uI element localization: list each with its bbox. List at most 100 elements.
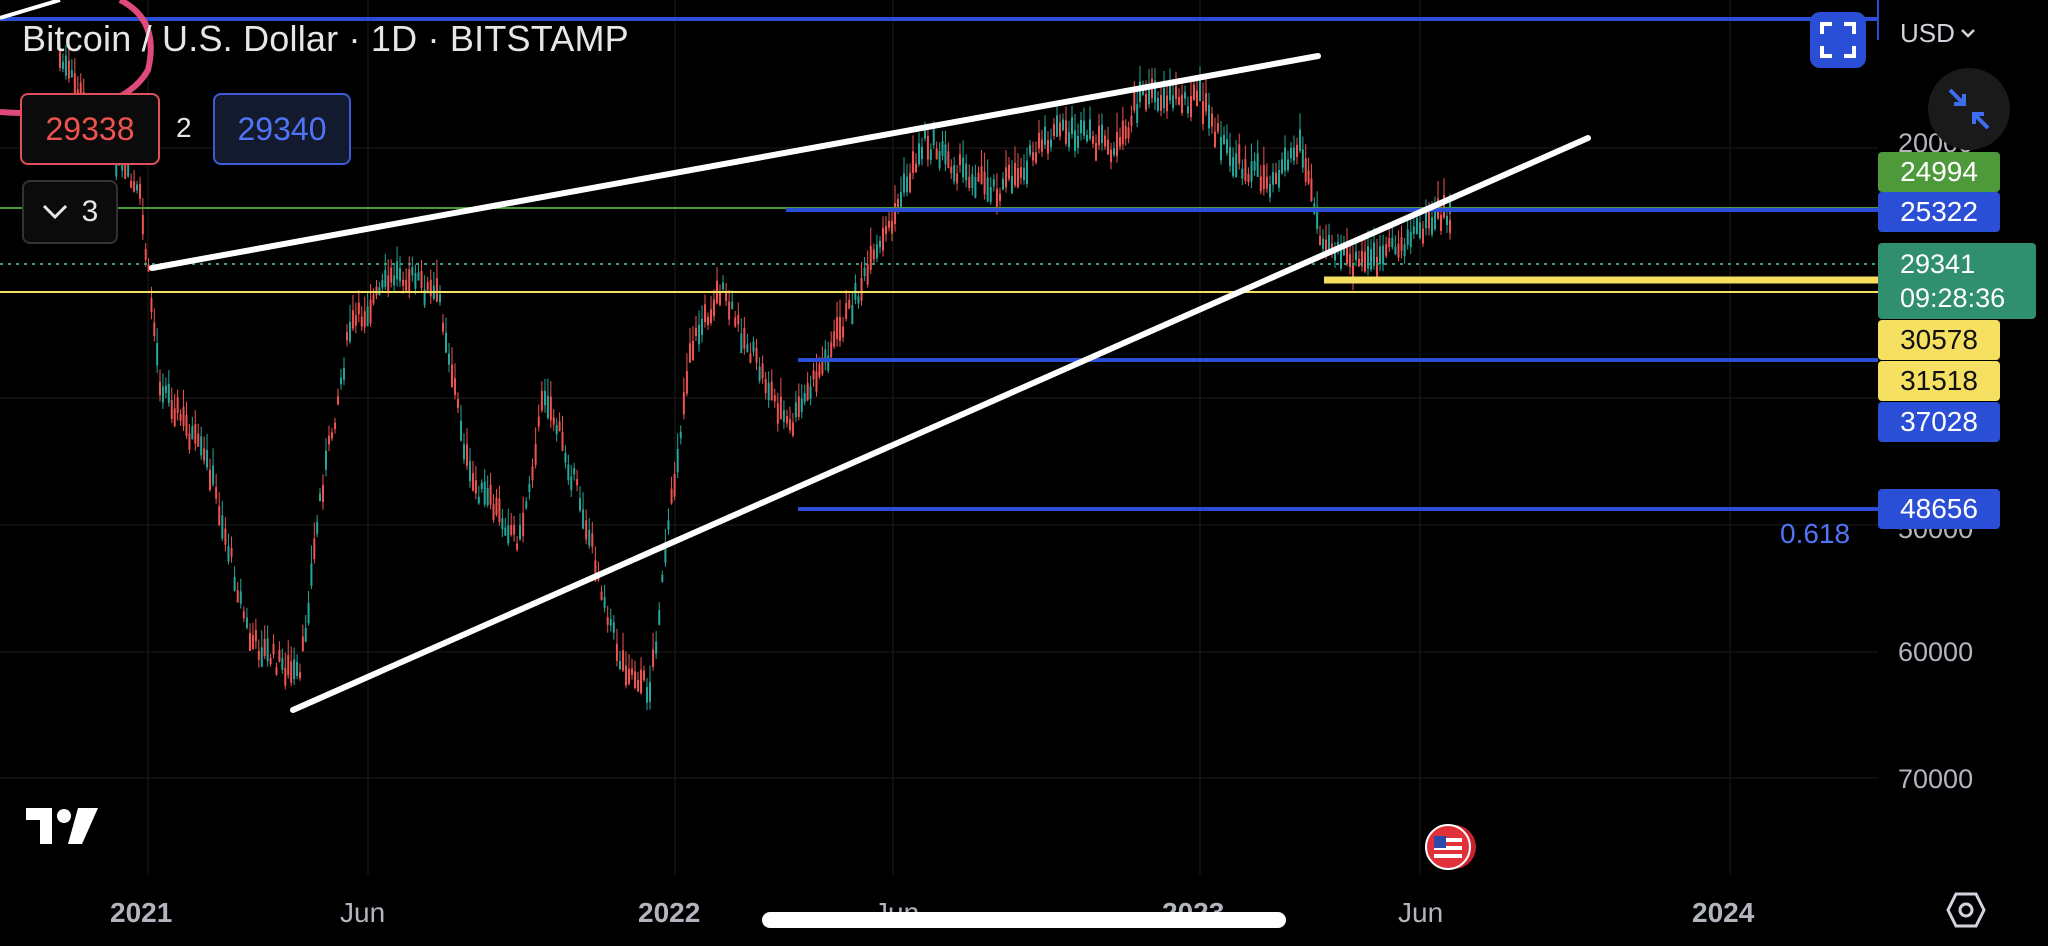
candle-body xyxy=(516,543,519,550)
candle-body xyxy=(872,249,875,260)
candle-body xyxy=(1026,160,1028,184)
candle-body xyxy=(579,498,581,511)
candle-body xyxy=(1229,147,1231,166)
candle-body xyxy=(558,421,561,432)
economic-event-flag-icon[interactable] xyxy=(1424,822,1478,872)
candle-body xyxy=(489,484,492,505)
candle-body xyxy=(1373,242,1375,266)
candle-body xyxy=(1014,162,1016,186)
candle-body xyxy=(1382,245,1385,265)
corner-trend-line xyxy=(0,0,61,20)
candle-body xyxy=(1346,241,1348,265)
indicators-toggle-button[interactable]: 3 xyxy=(22,180,118,244)
settings-icon[interactable] xyxy=(1946,892,1986,928)
candle-body xyxy=(227,546,230,562)
candle-body xyxy=(534,444,537,465)
candle-body xyxy=(1367,246,1369,269)
candle-body xyxy=(1041,139,1043,152)
candle-body xyxy=(1110,149,1112,163)
candle-body xyxy=(304,628,307,642)
candle-body xyxy=(1187,106,1189,113)
candle-body xyxy=(257,650,260,660)
candle-body xyxy=(673,474,676,497)
candle-body xyxy=(1154,80,1156,103)
candle-body xyxy=(1199,78,1201,102)
candle-body xyxy=(1104,135,1106,147)
candle-body xyxy=(1301,149,1304,168)
exit-fullscreen-button[interactable] xyxy=(1928,68,2010,150)
price-label-48656: 48656 xyxy=(1878,489,2000,529)
home-indicator-bar[interactable] xyxy=(762,912,1286,928)
candle-body xyxy=(393,275,396,286)
candle-body xyxy=(396,261,399,280)
candle-body xyxy=(1121,120,1124,145)
candle-body xyxy=(947,151,950,168)
candle-body xyxy=(522,512,525,536)
candle-body xyxy=(343,368,345,380)
candle-body xyxy=(1397,243,1400,258)
candle-body xyxy=(170,400,173,420)
candle-body xyxy=(1361,250,1363,267)
candle-body xyxy=(528,483,531,492)
candle-body xyxy=(676,448,679,473)
fullscreen-button[interactable] xyxy=(1810,12,1866,68)
candle-body xyxy=(938,151,941,169)
price-tick-70000: 70000 xyxy=(1898,764,1974,794)
candle-body xyxy=(1157,98,1159,111)
candle-body xyxy=(176,397,179,413)
candle-body xyxy=(1328,234,1330,251)
candle-body xyxy=(64,55,67,76)
candle-body xyxy=(281,658,284,670)
tradingview-logo[interactable] xyxy=(26,808,104,848)
candle-body xyxy=(815,371,818,392)
candle-body xyxy=(1020,167,1022,178)
candle-body xyxy=(483,481,486,505)
candle-body xyxy=(631,668,633,675)
currency-selector[interactable]: USD xyxy=(1900,18,1975,49)
candle-body xyxy=(740,333,743,354)
candle-body xyxy=(1214,131,1216,147)
candle-body xyxy=(576,478,579,486)
candle-body xyxy=(1400,237,1403,251)
candle-body xyxy=(1406,229,1409,245)
candle-body xyxy=(290,661,293,683)
candle-body xyxy=(640,669,642,694)
price-label-25322: 25322 xyxy=(1878,192,2000,232)
candle-body xyxy=(242,611,245,619)
candle-body xyxy=(1160,95,1162,111)
candle-body xyxy=(460,420,462,441)
candle-body xyxy=(272,643,275,655)
candle-body xyxy=(549,396,552,421)
chevron-down-icon xyxy=(1961,28,1975,38)
candle-body xyxy=(1391,237,1394,248)
candle-body xyxy=(287,655,290,676)
candle-body xyxy=(779,396,782,420)
candle-body xyxy=(1379,246,1381,265)
candle-body xyxy=(670,488,673,504)
candle-body xyxy=(130,180,133,188)
candle-body xyxy=(789,419,791,431)
candle-body xyxy=(1148,83,1150,105)
candle-body xyxy=(863,267,866,277)
candle-body xyxy=(585,520,588,540)
candle-body xyxy=(953,165,956,182)
candle-body xyxy=(1385,244,1388,257)
chart-title[interactable]: Bitcoin / U.S. Dollar · 1D · BITSTAMP xyxy=(22,18,629,59)
candle-body xyxy=(354,315,357,326)
candle-body xyxy=(1208,104,1210,129)
candle-body xyxy=(1425,211,1427,229)
candle-body xyxy=(950,166,953,174)
candle-body xyxy=(743,327,746,349)
candle-body xyxy=(251,634,254,650)
candle-body xyxy=(935,148,938,160)
candle-body xyxy=(429,279,432,297)
candle-body xyxy=(1119,137,1121,147)
candle-body xyxy=(761,363,764,379)
candle-body xyxy=(962,157,965,178)
buy-price-button[interactable]: 29340 xyxy=(213,93,351,165)
sell-price-button[interactable]: 29338 xyxy=(20,93,160,165)
candle-body xyxy=(115,162,118,177)
time-label-jun-2023: Jun xyxy=(1398,897,1444,928)
candle-body xyxy=(144,249,147,260)
candle-body xyxy=(540,391,543,411)
